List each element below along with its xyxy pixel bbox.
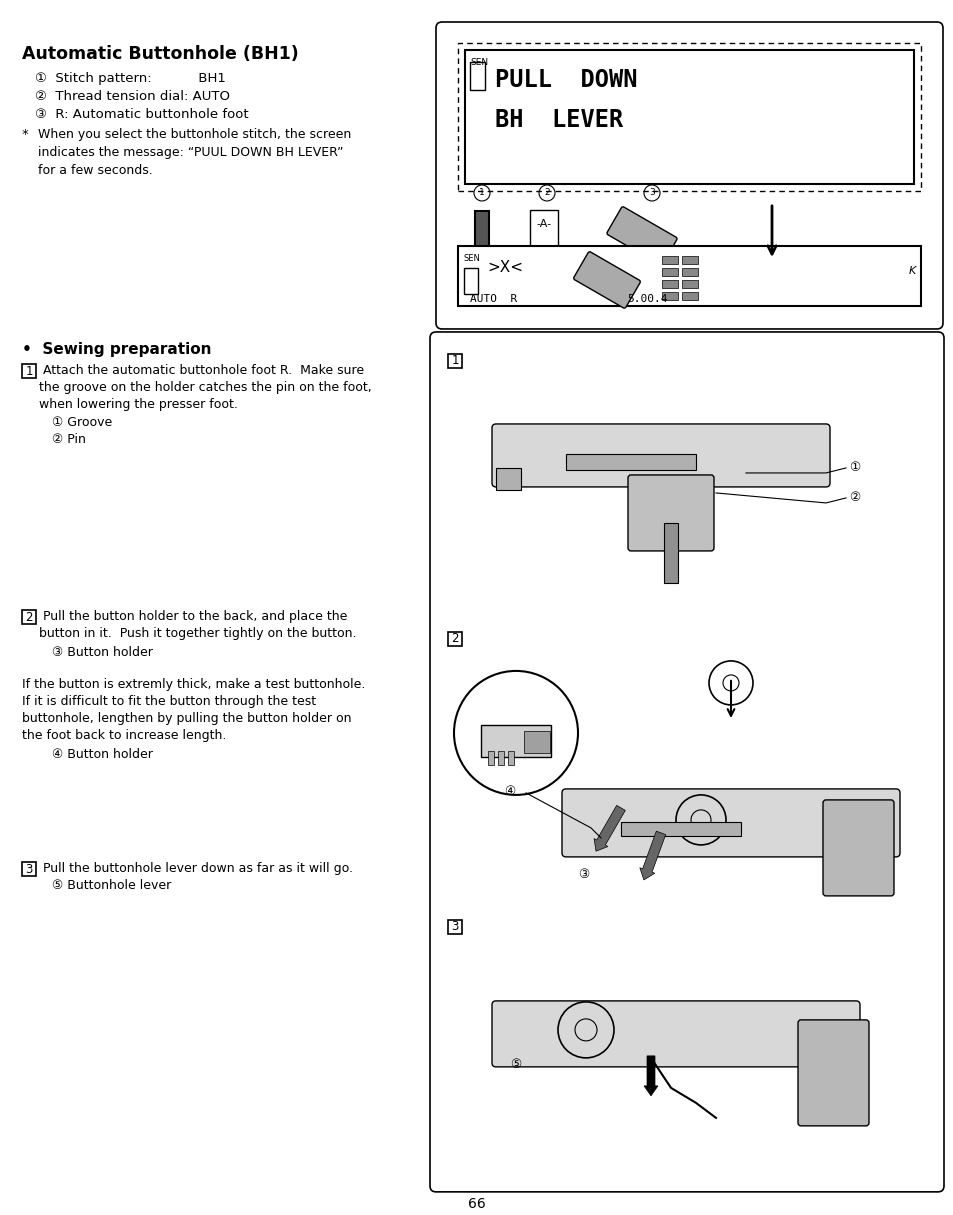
- Bar: [661, 256, 678, 264]
- FancyBboxPatch shape: [573, 252, 639, 309]
- Bar: [663, 522, 678, 583]
- Text: -A-: -A-: [536, 219, 551, 228]
- Bar: [681, 256, 698, 264]
- Text: 3: 3: [26, 863, 32, 876]
- Bar: [464, 50, 913, 183]
- Text: Pull the button holder to the back, and place the: Pull the button holder to the back, and …: [39, 610, 347, 623]
- Text: ⑤ Buttonhole lever: ⑤ Buttonhole lever: [52, 878, 172, 892]
- Text: ② Pin: ② Pin: [52, 433, 86, 446]
- Text: *: *: [22, 128, 29, 141]
- Text: When you select the buttonhole stitch, the screen: When you select the buttonhole stitch, t…: [30, 128, 351, 141]
- Text: ① Groove: ① Groove: [52, 416, 112, 429]
- Bar: [620, 821, 740, 836]
- Text: >X<: >X<: [486, 260, 522, 275]
- Text: K: K: [908, 266, 915, 276]
- Text: 2: 2: [451, 632, 458, 645]
- FancyBboxPatch shape: [436, 22, 942, 329]
- Bar: [470, 62, 484, 90]
- Text: If it is difficult to fit the button through the test: If it is difficult to fit the button thr…: [22, 695, 315, 708]
- Bar: [661, 279, 678, 288]
- Text: 1: 1: [25, 364, 32, 378]
- Bar: [22, 861, 36, 876]
- Text: Automatic Buttonhole (BH1): Automatic Buttonhole (BH1): [22, 45, 298, 63]
- FancyBboxPatch shape: [606, 207, 677, 265]
- Bar: [448, 920, 461, 934]
- FancyArrow shape: [639, 831, 665, 880]
- Text: AUTO  R: AUTO R: [470, 294, 517, 304]
- Text: PULL  DOWN: PULL DOWN: [495, 68, 637, 92]
- Text: buttonhole, lengthen by pulling the button holder on: buttonhole, lengthen by pulling the butt…: [22, 712, 351, 725]
- Text: the groove on the holder catches the pin on the foot,: the groove on the holder catches the pin…: [39, 382, 372, 394]
- FancyBboxPatch shape: [492, 1001, 859, 1067]
- Text: SEN: SEN: [463, 254, 480, 262]
- Bar: [530, 210, 558, 258]
- Text: ③ Button holder: ③ Button holder: [52, 646, 152, 659]
- Bar: [448, 354, 461, 368]
- Bar: [488, 751, 494, 765]
- Bar: [661, 292, 678, 300]
- Bar: [475, 211, 489, 253]
- Text: ①  Stitch pattern:           BH1: ① Stitch pattern: BH1: [35, 72, 226, 85]
- FancyBboxPatch shape: [822, 799, 893, 895]
- FancyArrow shape: [594, 806, 624, 852]
- FancyBboxPatch shape: [492, 424, 829, 487]
- Text: BH  LEVER: BH LEVER: [495, 108, 622, 132]
- Text: ①: ①: [848, 460, 860, 474]
- Text: the foot back to increase length.: the foot back to increase length.: [22, 729, 226, 742]
- Bar: [681, 269, 698, 276]
- Bar: [480, 725, 551, 757]
- Text: 1: 1: [451, 354, 458, 367]
- Text: 1: 1: [478, 188, 484, 197]
- Text: 2: 2: [25, 611, 32, 625]
- Bar: [457, 245, 920, 306]
- Text: 2: 2: [543, 188, 549, 197]
- Bar: [661, 269, 678, 276]
- Bar: [523, 731, 550, 753]
- Bar: [497, 751, 503, 765]
- Bar: [463, 269, 477, 294]
- Text: indicates the message: “PUUL DOWN BH LEVER”: indicates the message: “PUUL DOWN BH LEV…: [30, 146, 343, 159]
- Bar: [22, 364, 36, 378]
- Text: when lowering the presser foot.: when lowering the presser foot.: [39, 399, 237, 411]
- Text: ②  Thread tension dial: AUTO: ② Thread tension dial: AUTO: [35, 90, 230, 103]
- Text: ⑤: ⑤: [510, 1058, 521, 1070]
- FancyBboxPatch shape: [561, 789, 899, 857]
- Bar: [457, 43, 920, 191]
- FancyBboxPatch shape: [430, 332, 943, 1192]
- Text: ③: ③: [578, 868, 589, 881]
- Text: Pull the buttonhole lever down as far as it will go.: Pull the buttonhole lever down as far as…: [39, 861, 353, 875]
- Bar: [681, 292, 698, 300]
- Text: 66: 66: [468, 1197, 485, 1211]
- Text: SEN: SEN: [470, 58, 488, 67]
- Text: ②: ②: [848, 491, 860, 504]
- Text: button in it.  Push it together tightly on the button.: button in it. Push it together tightly o…: [39, 627, 356, 640]
- Bar: [448, 632, 461, 646]
- Text: 5.00.4: 5.00.4: [626, 294, 667, 304]
- Bar: [22, 610, 36, 625]
- FancyBboxPatch shape: [797, 1019, 868, 1126]
- Text: 3: 3: [451, 920, 458, 933]
- FancyArrow shape: [643, 1056, 658, 1096]
- Text: ④: ④: [504, 785, 515, 798]
- Text: 3: 3: [648, 188, 654, 197]
- Text: for a few seconds.: for a few seconds.: [30, 164, 152, 177]
- Text: ③  R: Automatic buttonhole foot: ③ R: Automatic buttonhole foot: [35, 108, 249, 122]
- Bar: [507, 751, 514, 765]
- Bar: [681, 279, 698, 288]
- FancyBboxPatch shape: [627, 475, 713, 550]
- Text: Attach the automatic buttonhole foot R.  Make sure: Attach the automatic buttonhole foot R. …: [39, 364, 364, 377]
- Text: •  Sewing preparation: • Sewing preparation: [22, 341, 212, 357]
- Bar: [496, 468, 520, 490]
- Bar: [565, 454, 696, 470]
- Text: If the button is extremly thick, make a test buttonhole.: If the button is extremly thick, make a …: [22, 678, 365, 691]
- Text: ④ Button holder: ④ Button holder: [52, 748, 152, 761]
